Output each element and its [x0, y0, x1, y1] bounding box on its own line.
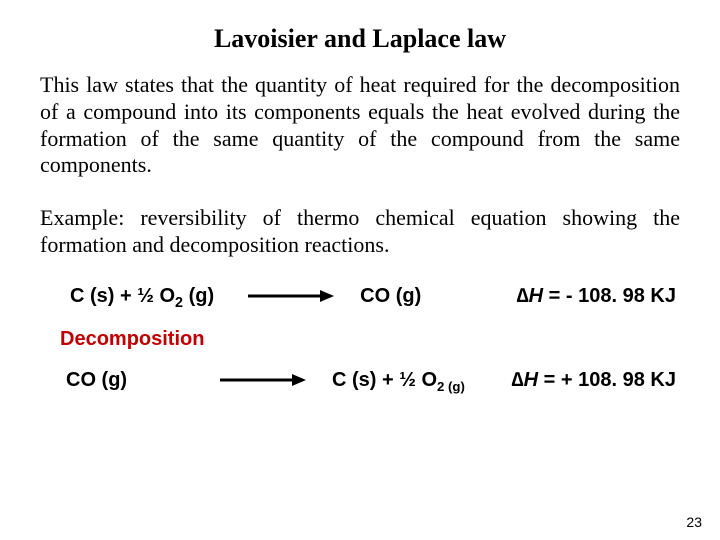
decomposition-equation: CO (g) C (s) + ½ O2 (g) ∆H = + 108. 98 K…	[40, 369, 680, 392]
lhs-pre: C (s) + ½ O	[70, 285, 175, 307]
decomp-dh: ∆H = + 108. 98 KJ	[465, 369, 680, 392]
decomp-lhs: CO (g)	[40, 369, 186, 392]
rhs-pre: C (s) + ½ O	[332, 369, 437, 391]
page-number: 23	[686, 514, 702, 530]
decomp-rhs: C (s) + ½ O2 (g)	[332, 369, 465, 392]
arrow-icon	[186, 373, 332, 387]
formation-equation: C (s) + ½ O2 (g) CO (g) ∆H = - 108. 98 K…	[40, 285, 680, 308]
formation-rhs: CO (g)	[360, 285, 421, 308]
dh-value: = - 108. 98 KJ	[543, 285, 676, 307]
lhs-sub: 2	[175, 295, 183, 311]
example-intro: Example: reversibility of thermo chemica…	[40, 205, 680, 259]
arrow-icon	[214, 289, 360, 303]
lhs-post: (g)	[183, 285, 214, 307]
rhs-sub: 2	[437, 379, 448, 394]
law-statement: This law states that the quantity of hea…	[40, 72, 680, 179]
formation-lhs: C (s) + ½ O2 (g)	[40, 285, 214, 308]
page-title: Lavoisier and Laplace law	[40, 24, 680, 54]
formation-dh: ∆H = - 108. 98 KJ	[421, 285, 680, 308]
decomposition-label: Decomposition	[60, 328, 680, 351]
dh-value: = + 108. 98 KJ	[538, 369, 676, 391]
dh-symbol: ∆H	[516, 285, 543, 307]
dh-symbol: ∆H	[511, 369, 538, 391]
rhs-post: (g)	[448, 379, 465, 394]
